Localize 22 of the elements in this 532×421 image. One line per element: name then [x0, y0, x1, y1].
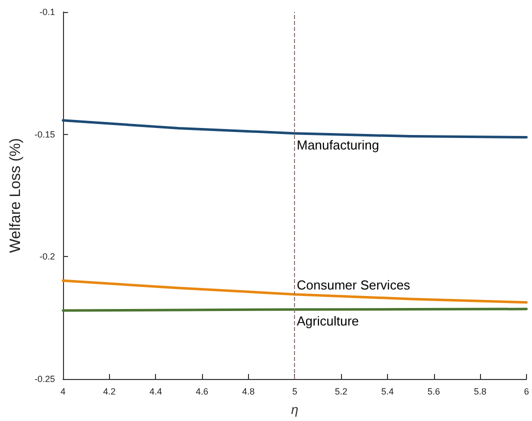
- line-series: [62, 279, 528, 304]
- y-tick-label: -0.1: [39, 7, 55, 17]
- x-tick-label: 6: [524, 386, 530, 396]
- x-tick-label: 4.6: [196, 386, 208, 396]
- x-tick-label: 5: [292, 386, 298, 396]
- x-tick-label: 4: [60, 386, 66, 396]
- x-tick-label: 5.6: [428, 386, 440, 396]
- x-tick-label: 5.4: [381, 386, 394, 396]
- series-label: Manufacturing: [296, 137, 380, 152]
- x-tick-label: 4.8: [242, 386, 255, 396]
- x-tick-label: 4.2: [103, 386, 116, 396]
- y-axis-title: Welfare Loss (%): [7, 138, 24, 253]
- x-tick-label: 5.2: [334, 386, 348, 396]
- x-tick-label: 4.4: [149, 386, 162, 396]
- series-label: Consumer Services: [296, 277, 411, 292]
- x-axis-title: η: [291, 402, 298, 417]
- y-tick-label: -0.2: [39, 252, 55, 262]
- line-series: [62, 119, 528, 139]
- y-tick-label: -0.15: [34, 129, 55, 140]
- x-tick-label: 5.8: [474, 386, 486, 396]
- y-tick-label: -0.25: [34, 374, 55, 384]
- series-label: Agriculture: [296, 314, 359, 329]
